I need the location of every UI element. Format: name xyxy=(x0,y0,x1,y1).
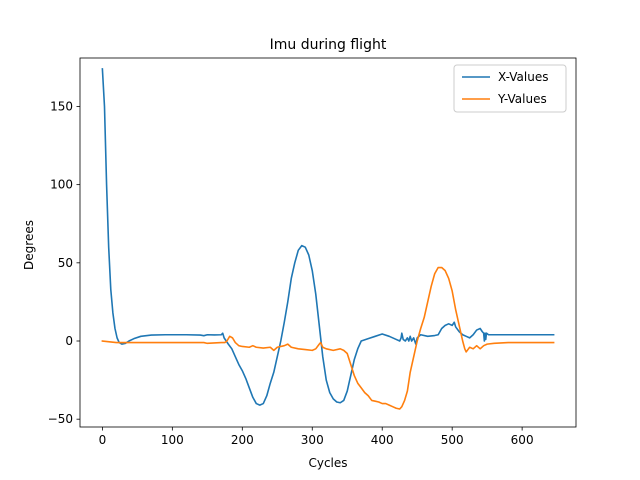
x-axis-label: Cycles xyxy=(308,456,347,470)
x-tick-label: 500 xyxy=(441,433,464,447)
x-tick-label: 400 xyxy=(371,433,394,447)
legend-label: X-Values xyxy=(498,70,548,84)
y-axis-label: Degrees xyxy=(22,220,36,270)
chart-title: Imu during flight xyxy=(270,37,387,53)
x-tick-label: 200 xyxy=(231,433,254,447)
y-tick-label: 100 xyxy=(50,178,73,192)
series-line-x-values xyxy=(101,68,555,406)
y-tick-label: −50 xyxy=(48,412,73,426)
x-tick-label: 0 xyxy=(99,433,107,447)
series-line-y-values xyxy=(101,266,555,410)
x-tick-label: 300 xyxy=(301,433,324,447)
plot-frame xyxy=(79,57,577,428)
x-tick-label: 600 xyxy=(511,433,534,447)
y-tick-label: 0 xyxy=(65,334,73,348)
x-tick-label: 100 xyxy=(161,433,184,447)
plot-area: 0 100 200 300 400 500 600 −50 0 50 100 150 X-Values Y… xyxy=(48,57,577,447)
y-tick-label: 150 xyxy=(50,99,73,113)
legend-label: Y-Values xyxy=(497,92,547,106)
y-tick-label: 50 xyxy=(58,256,73,270)
